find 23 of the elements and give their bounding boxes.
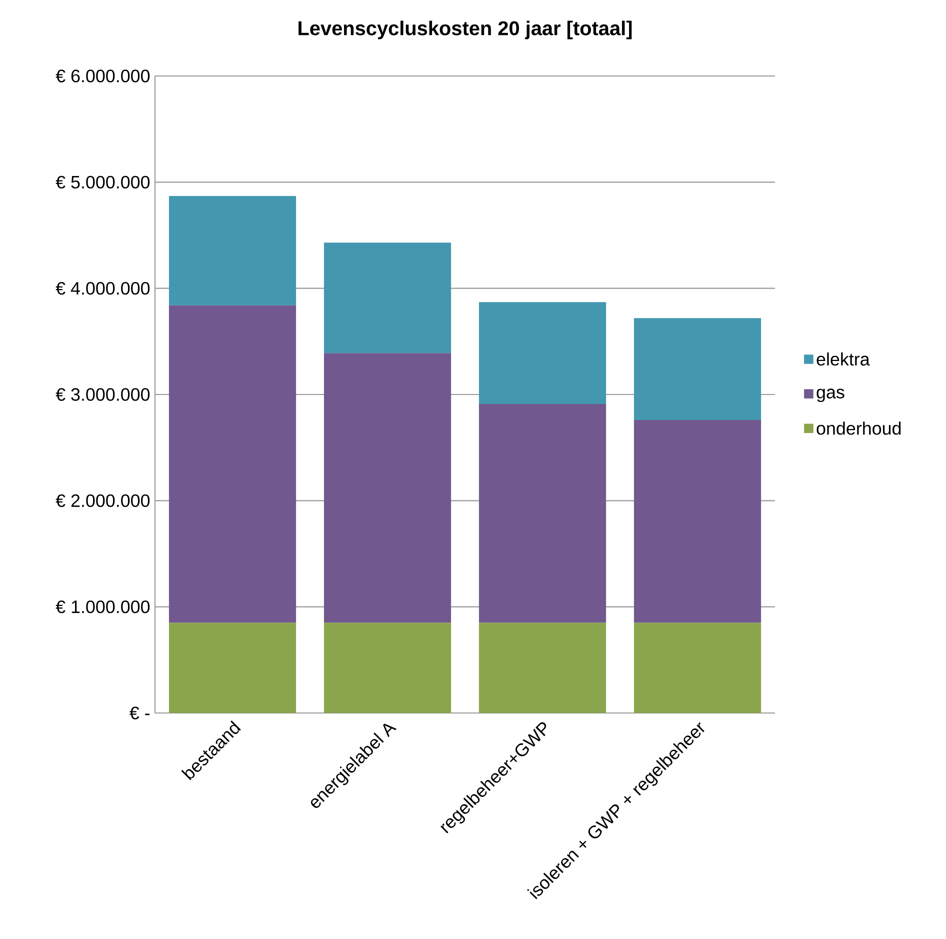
y-tick-label: € 6.000.000: [56, 70, 150, 82]
bar: [168, 622, 296, 713]
y-tick-label: € 3.000.000: [56, 388, 150, 401]
legend-label: gas: [816, 388, 844, 402]
bar: [634, 622, 762, 713]
bar: [168, 196, 296, 306]
y-tick-label: € 1.000.000: [56, 600, 150, 614]
bar: [478, 622, 606, 713]
y-tick-label: € 5.000.000: [56, 176, 150, 189]
legend-label: onderhoud: [816, 422, 901, 435]
chart-title: Levenscycluskosten 20 jaar [totaal]: [298, 20, 632, 40]
y-tick-label: € 2.000.000: [56, 494, 150, 508]
bar: [478, 404, 606, 623]
bar: [634, 318, 762, 420]
bar: [478, 302, 606, 404]
bar: [324, 353, 452, 623]
bar: [634, 420, 762, 623]
y-tick-label: € 4.000.000: [56, 282, 150, 295]
bar: [324, 622, 452, 713]
legend-label: elektra: [816, 352, 870, 366]
y-tick-label: € -: [130, 706, 150, 720]
bar: [324, 242, 452, 354]
bar: [168, 305, 296, 623]
